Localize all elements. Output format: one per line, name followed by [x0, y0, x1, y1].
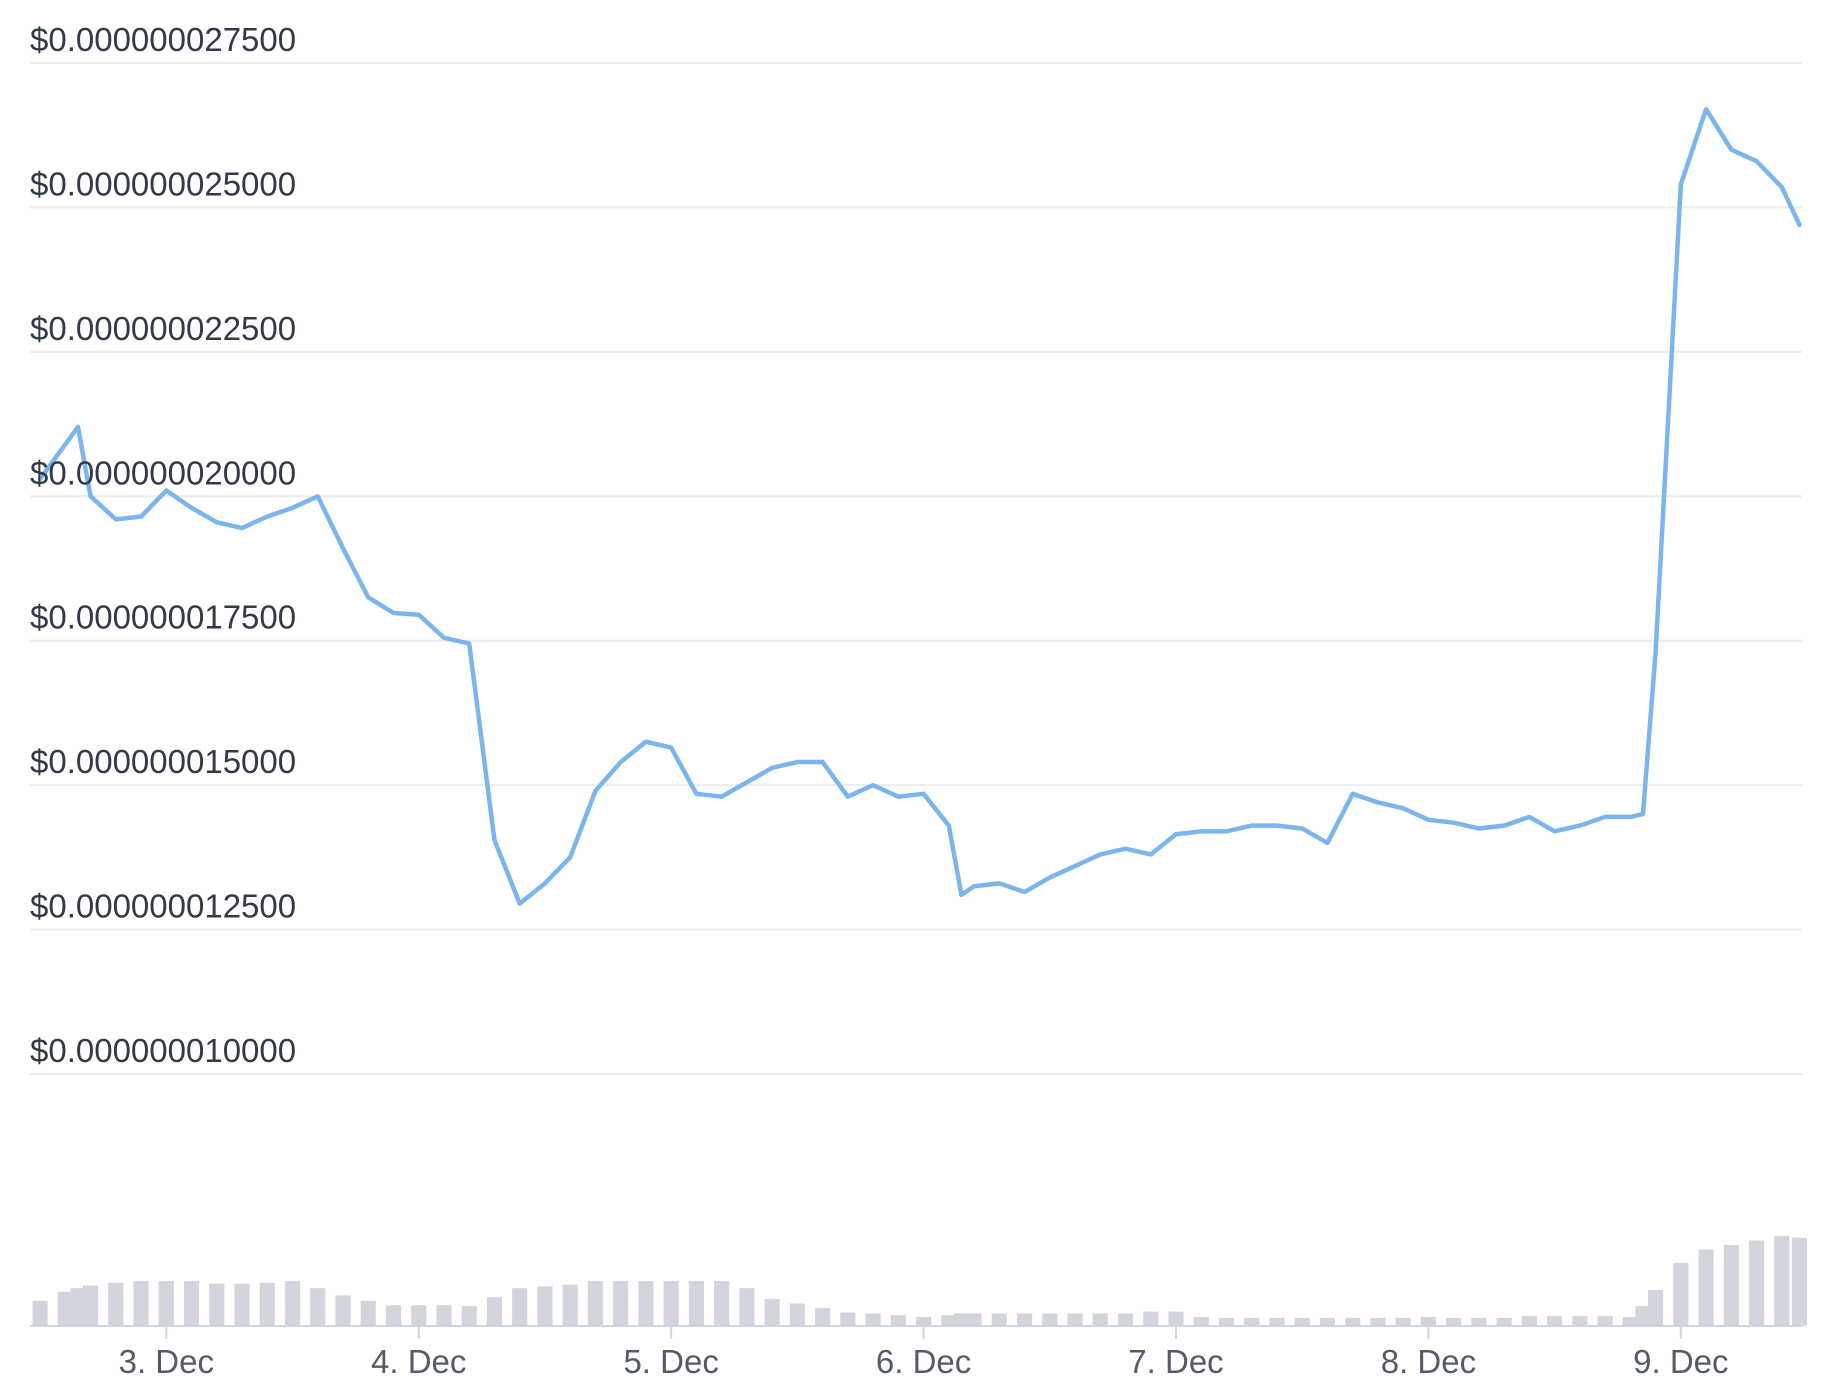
volume-bar	[310, 1288, 326, 1326]
x-tick-label: 8. Dec	[1381, 1343, 1476, 1380]
volume-bar	[133, 1281, 149, 1326]
volume-bar	[1244, 1317, 1260, 1326]
volume-bar	[1218, 1317, 1235, 1326]
y-tick-label: $0.000000025000	[30, 165, 296, 202]
volume-bar	[890, 1315, 906, 1326]
volume-bar	[953, 1313, 970, 1326]
volume-bar	[108, 1282, 124, 1326]
volume-bar	[1420, 1317, 1436, 1326]
volume-bar	[1648, 1290, 1664, 1326]
volume-bar	[1597, 1316, 1613, 1326]
volume-bar	[486, 1297, 503, 1326]
volume-bar	[537, 1286, 553, 1326]
volume-bar	[1673, 1263, 1689, 1326]
volume-bar	[1521, 1316, 1537, 1326]
y-tick-label: $0.000000022500	[30, 310, 296, 347]
x-tick-label: 9. Dec	[1633, 1343, 1728, 1380]
y-tick-label: $0.000000017500	[30, 599, 296, 636]
volume-bars	[32, 1236, 1808, 1326]
volume-bar	[1345, 1317, 1361, 1326]
volume-bar	[562, 1284, 578, 1326]
y-tick-label: $0.000000015000	[30, 743, 296, 780]
volume-bar	[1471, 1317, 1487, 1326]
price-line	[37, 106, 1802, 906]
volume-bar	[1446, 1317, 1462, 1326]
volume-bar	[638, 1281, 654, 1326]
volume-bar	[158, 1281, 174, 1326]
volume-bar	[1269, 1317, 1285, 1326]
volume-bar	[1791, 1237, 1808, 1326]
y-tick-label: $0.000000020000	[30, 454, 296, 491]
volume-bar	[613, 1281, 629, 1326]
volume-bar	[1395, 1317, 1411, 1326]
volume-bar	[57, 1291, 73, 1326]
plot	[37, 106, 1802, 906]
volume-bar	[70, 1288, 86, 1326]
volume-bar	[335, 1295, 351, 1326]
x-tick-label: 4. Dec	[371, 1343, 466, 1380]
volume-bar	[688, 1281, 704, 1326]
volume-bar	[1143, 1311, 1159, 1326]
volume-bar	[360, 1300, 376, 1326]
x-tick-label: 6. Dec	[876, 1343, 971, 1380]
volume-bar	[1067, 1313, 1083, 1326]
volume-bar	[815, 1308, 831, 1326]
volume-bar	[1748, 1240, 1765, 1326]
volume-bar	[411, 1305, 427, 1326]
volume-bar	[1294, 1317, 1310, 1326]
y-tick-label: $0.000000027500	[30, 21, 296, 58]
volume-bar	[284, 1281, 301, 1326]
volume-bar	[1042, 1313, 1058, 1326]
y-tick-label: $0.000000010000	[30, 1032, 296, 1069]
volume-bar	[209, 1283, 225, 1326]
x-tick-label: 3. Dec	[119, 1343, 214, 1380]
volume-bar	[739, 1288, 755, 1326]
volume-bar	[991, 1313, 1007, 1326]
x-tick-label: 5. Dec	[623, 1343, 718, 1380]
volume-bar	[1496, 1317, 1512, 1326]
volume-bar	[941, 1315, 957, 1326]
y-tick-label: $0.000000012500	[30, 888, 296, 925]
volume-bar	[587, 1281, 603, 1326]
volume-bar	[32, 1300, 48, 1326]
volume-bar	[1117, 1313, 1134, 1326]
labels: $0.000000010000 $0.000000012500 $0.0000000…	[30, 21, 1729, 1380]
volume-bar	[1370, 1317, 1386, 1326]
volume-bar	[1774, 1236, 1790, 1326]
volume-bar	[789, 1303, 805, 1326]
x-tick-label: 7. Dec	[1128, 1343, 1223, 1380]
volume-bar	[385, 1305, 402, 1326]
volume-bar	[916, 1317, 932, 1326]
volume-bar	[183, 1281, 200, 1326]
volume-bar	[234, 1283, 250, 1326]
volume-bar	[1168, 1311, 1184, 1326]
volume-bar	[461, 1306, 477, 1326]
volume-bar	[1635, 1306, 1651, 1326]
volume-bar	[663, 1281, 679, 1326]
volume-bar	[83, 1285, 99, 1326]
volume-bar	[1092, 1313, 1108, 1326]
volume-bar	[764, 1299, 780, 1326]
volume-bar	[865, 1313, 881, 1326]
volume-bar	[1193, 1317, 1209, 1326]
volume-bar	[714, 1281, 730, 1326]
volume-bar	[840, 1312, 856, 1326]
volume-bar	[1547, 1316, 1563, 1326]
volume-bar	[1016, 1313, 1033, 1326]
grid	[30, 62, 1802, 1339]
volume-bar	[1572, 1316, 1588, 1326]
volume-bar	[1723, 1245, 1739, 1326]
volume-bar	[436, 1305, 452, 1326]
volume-bar	[259, 1282, 275, 1326]
volume-bar	[1622, 1317, 1638, 1326]
volume-bar	[512, 1288, 528, 1326]
volume-bar	[1319, 1317, 1336, 1326]
volume-bar	[1698, 1249, 1714, 1326]
volume-bar	[966, 1313, 982, 1326]
